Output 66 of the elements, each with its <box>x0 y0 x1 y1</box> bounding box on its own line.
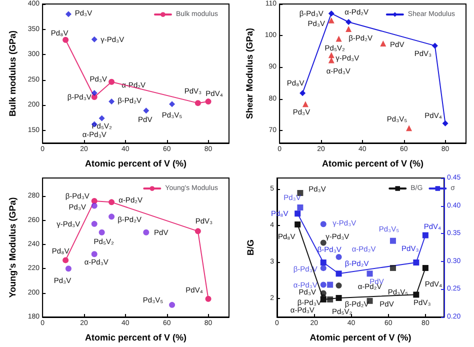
x-axis-title: Atomic percent of V (%) <box>310 332 412 342</box>
x-axis-title: Atomic percent of V (%) <box>85 158 187 168</box>
point <box>169 101 176 108</box>
y-axis-title: Young's Modulus (GPa) <box>8 197 18 298</box>
point <box>422 264 428 271</box>
point <box>328 57 334 64</box>
point <box>320 221 326 228</box>
point <box>380 40 386 46</box>
point <box>366 270 373 277</box>
y-axis-title: B/G <box>246 239 256 256</box>
point <box>91 220 98 227</box>
point <box>65 11 72 18</box>
point <box>320 282 326 288</box>
point <box>300 90 306 96</box>
point <box>413 260 420 266</box>
point <box>336 294 342 301</box>
point <box>194 228 201 234</box>
point <box>413 292 420 298</box>
point <box>205 296 212 302</box>
point <box>205 98 212 105</box>
point <box>91 90 98 96</box>
point <box>302 101 308 108</box>
point <box>65 266 72 272</box>
y-axis-title: Shear Modulus (GPa) <box>244 28 254 120</box>
point <box>328 17 334 24</box>
point <box>91 36 98 42</box>
point <box>62 36 69 43</box>
point <box>442 120 448 126</box>
point <box>346 19 352 26</box>
point <box>108 78 115 85</box>
point <box>390 238 396 244</box>
point <box>91 251 98 258</box>
point <box>294 210 301 217</box>
point <box>336 254 342 260</box>
point <box>327 282 334 288</box>
point <box>143 108 150 114</box>
point <box>328 52 334 58</box>
point <box>91 198 98 204</box>
point <box>346 26 352 32</box>
point <box>108 98 115 105</box>
point <box>98 229 105 236</box>
x-axis-title: Atomic percent of V (%) <box>85 332 187 342</box>
point <box>432 42 438 49</box>
point <box>169 302 176 308</box>
point <box>194 100 201 106</box>
point <box>320 260 326 266</box>
point <box>62 257 69 264</box>
point <box>294 221 301 228</box>
point <box>91 202 98 209</box>
point <box>320 265 326 272</box>
point <box>143 229 150 236</box>
point <box>390 264 396 271</box>
point <box>406 125 412 132</box>
point <box>320 240 326 246</box>
point <box>422 232 428 238</box>
point <box>336 36 342 42</box>
point <box>328 10 334 16</box>
point <box>98 115 105 122</box>
point <box>108 199 115 206</box>
point <box>108 214 115 220</box>
x-axis-title: Atomic percent of V (%) <box>322 158 424 168</box>
y-axis-title: Bulk modulus (GPa) <box>8 30 18 117</box>
point <box>297 204 304 210</box>
point <box>336 282 342 289</box>
point <box>327 296 334 302</box>
point <box>336 270 342 277</box>
